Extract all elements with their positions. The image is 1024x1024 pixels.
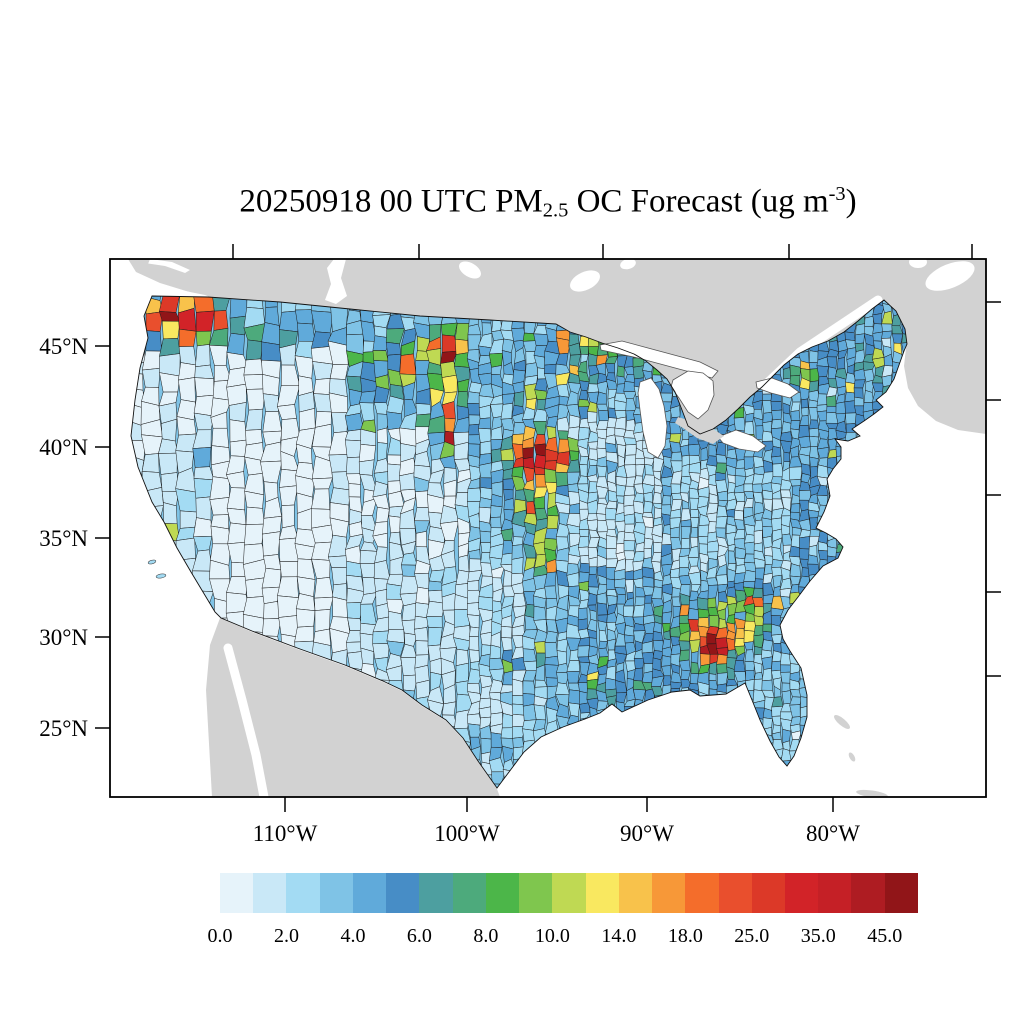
colorbar-segment xyxy=(784,873,819,913)
colorbar-tick-label: 6.0 xyxy=(406,925,432,947)
colorbar-segment xyxy=(253,873,287,913)
colorbar-tick-label: 25.0 xyxy=(734,925,770,947)
colorbar-tick-label: 4.0 xyxy=(340,925,366,947)
colorbar-tick-label: 35.0 xyxy=(800,925,836,947)
title-suffix: ) xyxy=(845,183,857,220)
colorbar-segment xyxy=(851,873,885,913)
figure-title: 20250918 00 UTC PM2.5 OC Forecast (ug m-… xyxy=(110,183,986,222)
colorbar-segment xyxy=(751,873,785,913)
colorbar-segment xyxy=(286,873,320,913)
colorbar-tick-label: 18.0 xyxy=(667,925,703,947)
colorbar-segment xyxy=(220,873,254,913)
colorbar-segment xyxy=(519,873,553,913)
title-prefix: 20250918 00 UTC PM xyxy=(239,183,543,220)
map-frame xyxy=(109,258,987,798)
left-axis-tick-label: 25°N xyxy=(39,716,88,741)
colorbar-segment xyxy=(552,873,586,913)
colorbar-segment xyxy=(319,873,353,913)
colorbar-tick-label: 2.0 xyxy=(273,925,299,947)
left-axis-tick-label: 45°N xyxy=(39,334,88,359)
colorbar-segment xyxy=(718,873,752,913)
colorbar-tick-labels: 0.0 2.0 4.0 6.0 8.0 10.0 14.0 18.0 25.0 35.0 45.0 xyxy=(208,925,918,951)
colorbar-tick-label: 0.0 xyxy=(207,925,233,947)
colorbar-segment xyxy=(452,873,486,913)
colorbar-tick-label: 10.0 xyxy=(534,925,570,947)
title-superscript: -3 xyxy=(828,183,846,205)
colorbar-legend xyxy=(220,873,918,913)
colorbar-segment xyxy=(352,873,387,913)
colorbar-segment xyxy=(585,873,619,913)
colorbar-tick-label: 14.0 xyxy=(601,925,637,947)
bottom-axis-tick-label: 80°W xyxy=(806,821,860,846)
left-axis-tick-label: 35°N xyxy=(39,526,88,551)
bottom-axis-tick-label: 110°W xyxy=(253,821,318,846)
colorbar-segment xyxy=(652,873,686,913)
colorbar-segment xyxy=(485,873,520,913)
colorbar-segment xyxy=(386,873,420,913)
colorbar-segment xyxy=(618,873,653,913)
colorbar-tick-label: 8.0 xyxy=(473,925,499,947)
title-middle: OC Forecast (ug m xyxy=(568,183,829,220)
title-subscript: 2.5 xyxy=(542,199,569,222)
colorbar-segment xyxy=(419,873,453,913)
left-axis-tick-label: 40°N xyxy=(39,435,88,460)
colorbar-segment xyxy=(884,873,918,913)
colorbar-tick-label: 45.0 xyxy=(867,925,903,947)
bottom-axis-tick-label: 90°W xyxy=(620,821,674,846)
left-axis-tick-label: 30°N xyxy=(39,625,88,650)
colorbar-segment xyxy=(685,873,719,913)
bottom-axis-tick-label: 100°W xyxy=(434,821,500,846)
colorbar-segment xyxy=(818,873,852,913)
